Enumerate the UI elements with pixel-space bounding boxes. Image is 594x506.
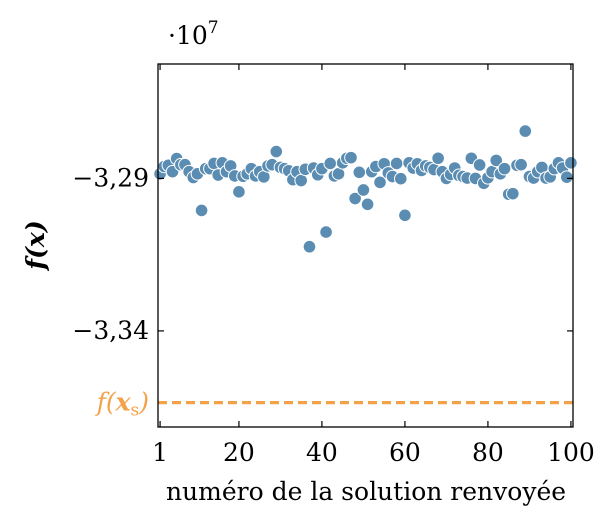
data-point [393, 171, 408, 186]
data-point [344, 150, 358, 165]
x-tick-label: 20 [223, 438, 255, 467]
data-point [194, 203, 209, 218]
data-point [389, 156, 404, 171]
data-point [489, 153, 504, 168]
data-point [518, 124, 533, 138]
x-tick-label: 100 [547, 438, 594, 467]
data-point [514, 157, 528, 172]
data-point [564, 156, 578, 170]
data-point [431, 151, 445, 166]
reference-group: f(xs) [95, 388, 573, 421]
data-point [323, 156, 338, 171]
x-axis-title: numéro de la solution renvoyée [166, 477, 566, 506]
data-point [506, 186, 520, 201]
y-tick-label: −3,34 [72, 316, 149, 345]
data-point [559, 170, 574, 184]
data-point [232, 185, 246, 199]
data-point [294, 173, 308, 188]
y-tick-label: −3,29 [72, 163, 149, 192]
data-point [319, 225, 333, 239]
y-multiplier: ·107 [168, 18, 219, 50]
data-point [356, 183, 371, 197]
data-point [269, 144, 284, 159]
x-tick-label: 1 [152, 438, 168, 467]
data-point [398, 208, 412, 223]
y-axis-title: f(x) [21, 220, 50, 271]
x-tick-label: 60 [389, 438, 421, 467]
plot-frame [157, 63, 574, 428]
data-point [302, 239, 317, 254]
y-multiplier-exponent: 7 [208, 18, 219, 38]
data-point [472, 158, 487, 172]
ticks-group: 1 20 40 60 80 100 −3,29 −3,34 [72, 64, 594, 467]
data-point [352, 165, 367, 180]
data-point [497, 161, 512, 176]
data-point [360, 197, 375, 212]
x-tick-label: 40 [306, 438, 338, 467]
reference-label: f(xs) [95, 388, 149, 421]
points-group [153, 124, 578, 254]
x-tick-label: 80 [472, 438, 504, 467]
data-point [348, 191, 362, 206]
data-point [373, 175, 387, 190]
